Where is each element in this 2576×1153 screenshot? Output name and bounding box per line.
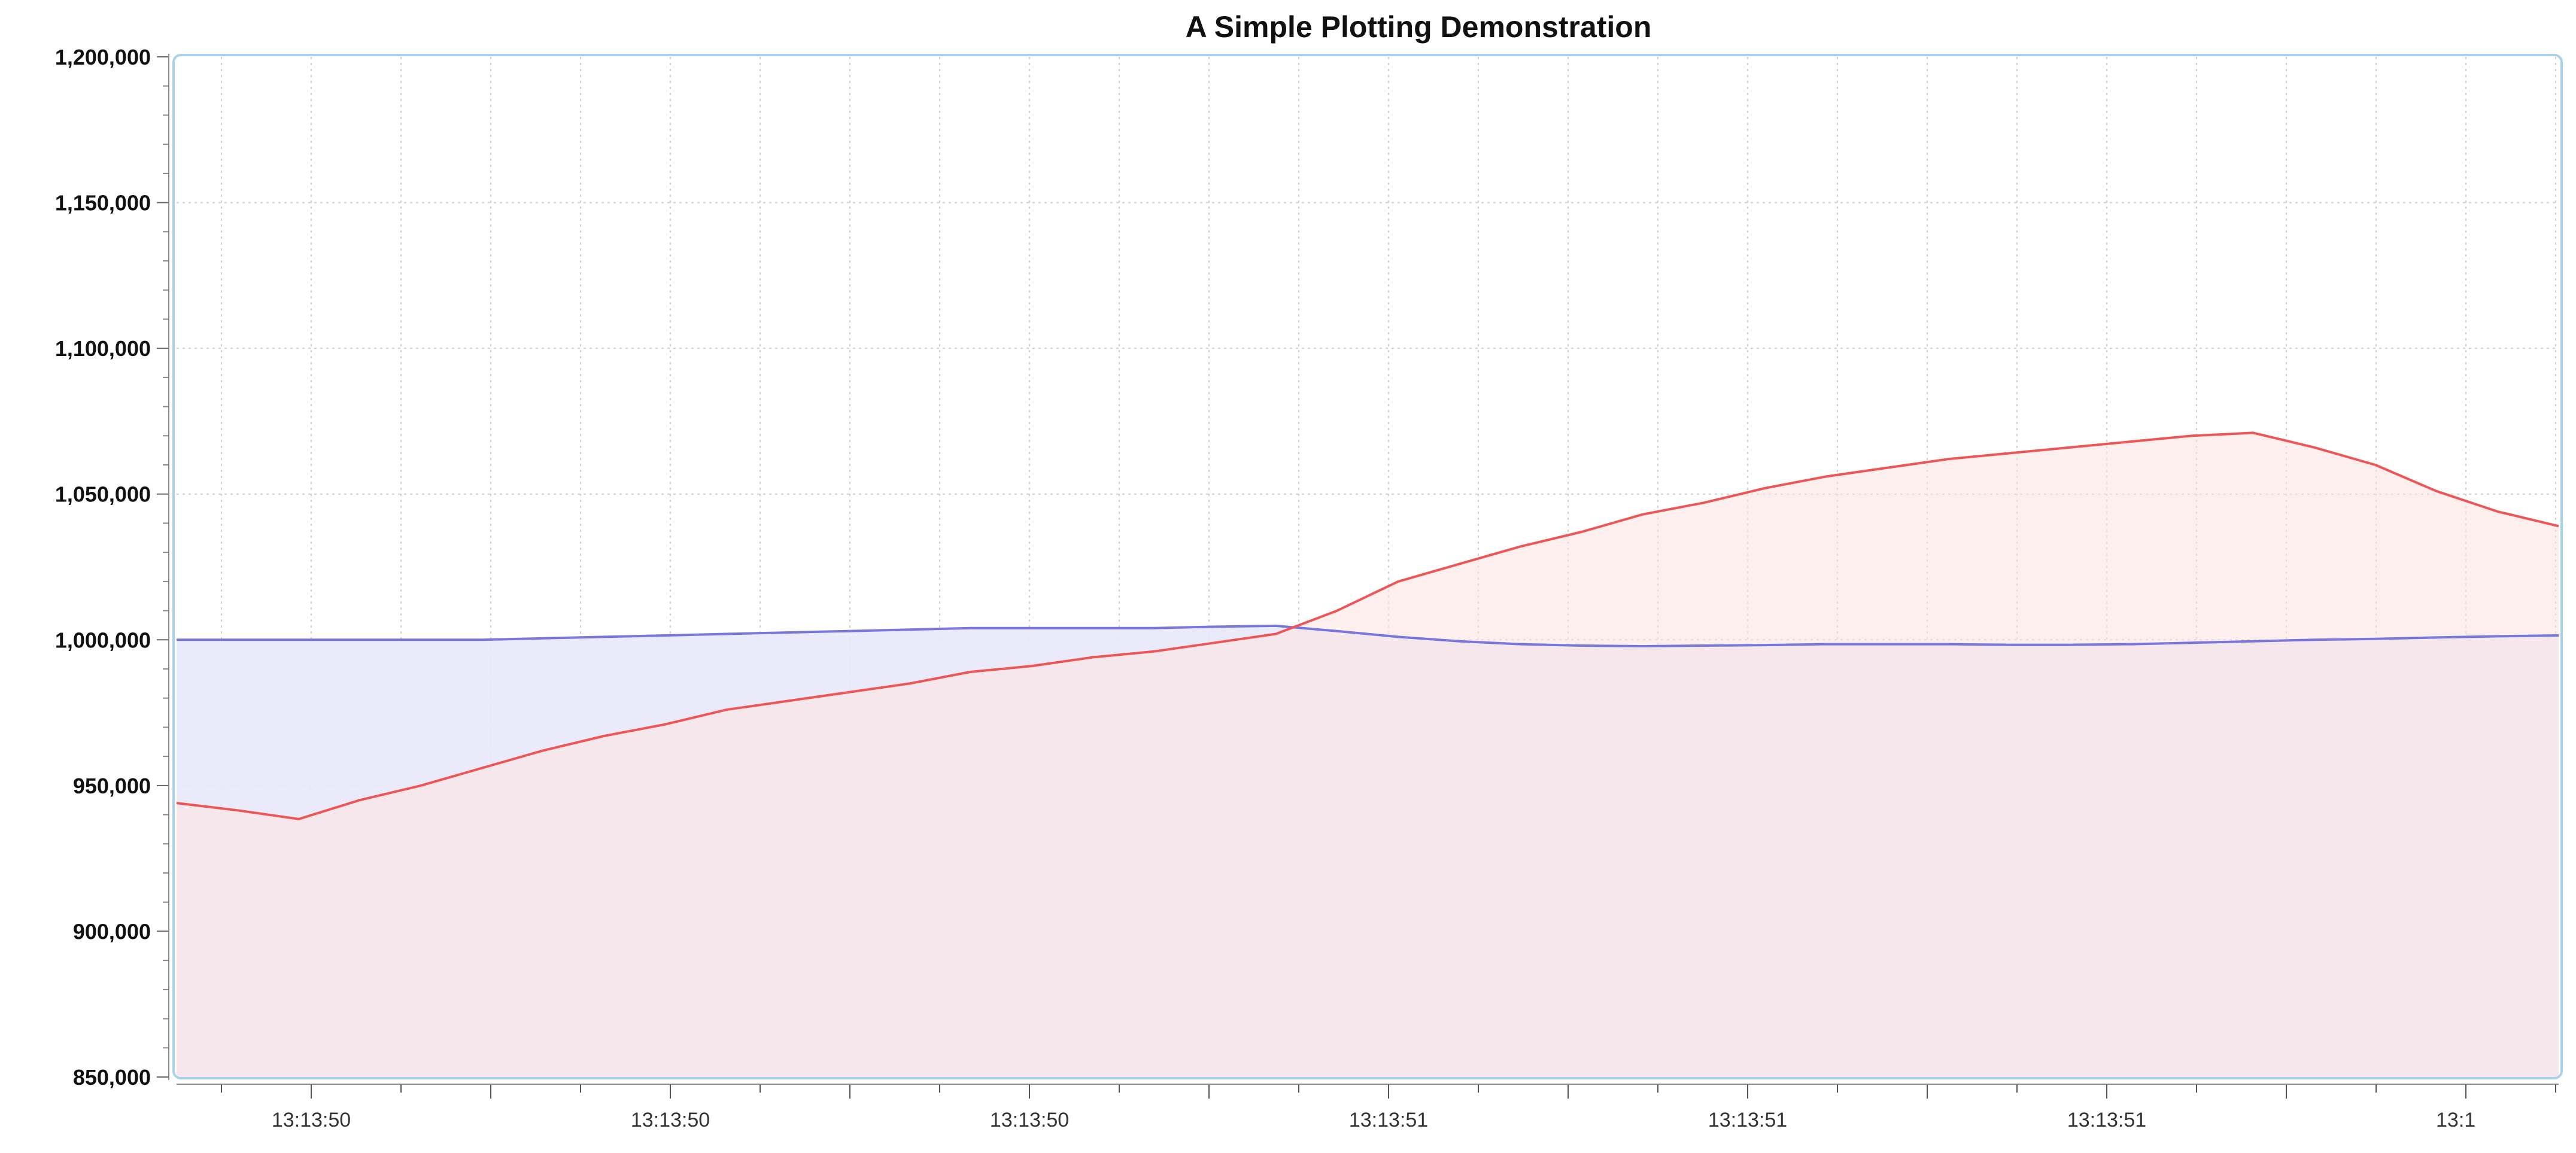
x-tick-label: 13:13:50 — [631, 1109, 710, 1131]
y-tick-label: 1,000,000 — [55, 628, 151, 652]
plot-frame — [172, 54, 2563, 1079]
x-tick-label: 13:13:50 — [272, 1109, 351, 1131]
chart-title: A Simple Plotting Demonstration — [1186, 10, 1652, 44]
y-tick-label: 1,050,000 — [55, 482, 151, 507]
y-tick-label: 950,000 — [73, 774, 151, 798]
y-tick-label: 1,150,000 — [55, 191, 151, 215]
axes: 850,000 900,000 950,000 1,000,000 1,050,000 1… — [55, 45, 2559, 1131]
series-lines — [176, 431, 2559, 820]
y-tick-label: 850,000 — [73, 1065, 151, 1090]
series-area-2 — [177, 433, 2559, 1077]
x-tick-label: 13:13:51 — [1349, 1109, 1428, 1131]
x-tick-label: 13:13:51 — [1708, 1109, 1787, 1131]
y-tick-label: 1,100,000 — [55, 336, 151, 361]
x-tick-label: 13:13:51 — [2067, 1109, 2146, 1131]
x-tick-label: 13:1 — [2436, 1109, 2475, 1131]
y-tick-label: 1,200,000 — [55, 45, 151, 69]
series-line-2 — [176, 431, 2559, 820]
x-tick-label: 13:13:50 — [990, 1109, 1069, 1131]
series-areas — [177, 433, 2559, 1077]
series-line-1 — [177, 624, 2559, 647]
y-tick-label: 900,000 — [73, 919, 151, 944]
